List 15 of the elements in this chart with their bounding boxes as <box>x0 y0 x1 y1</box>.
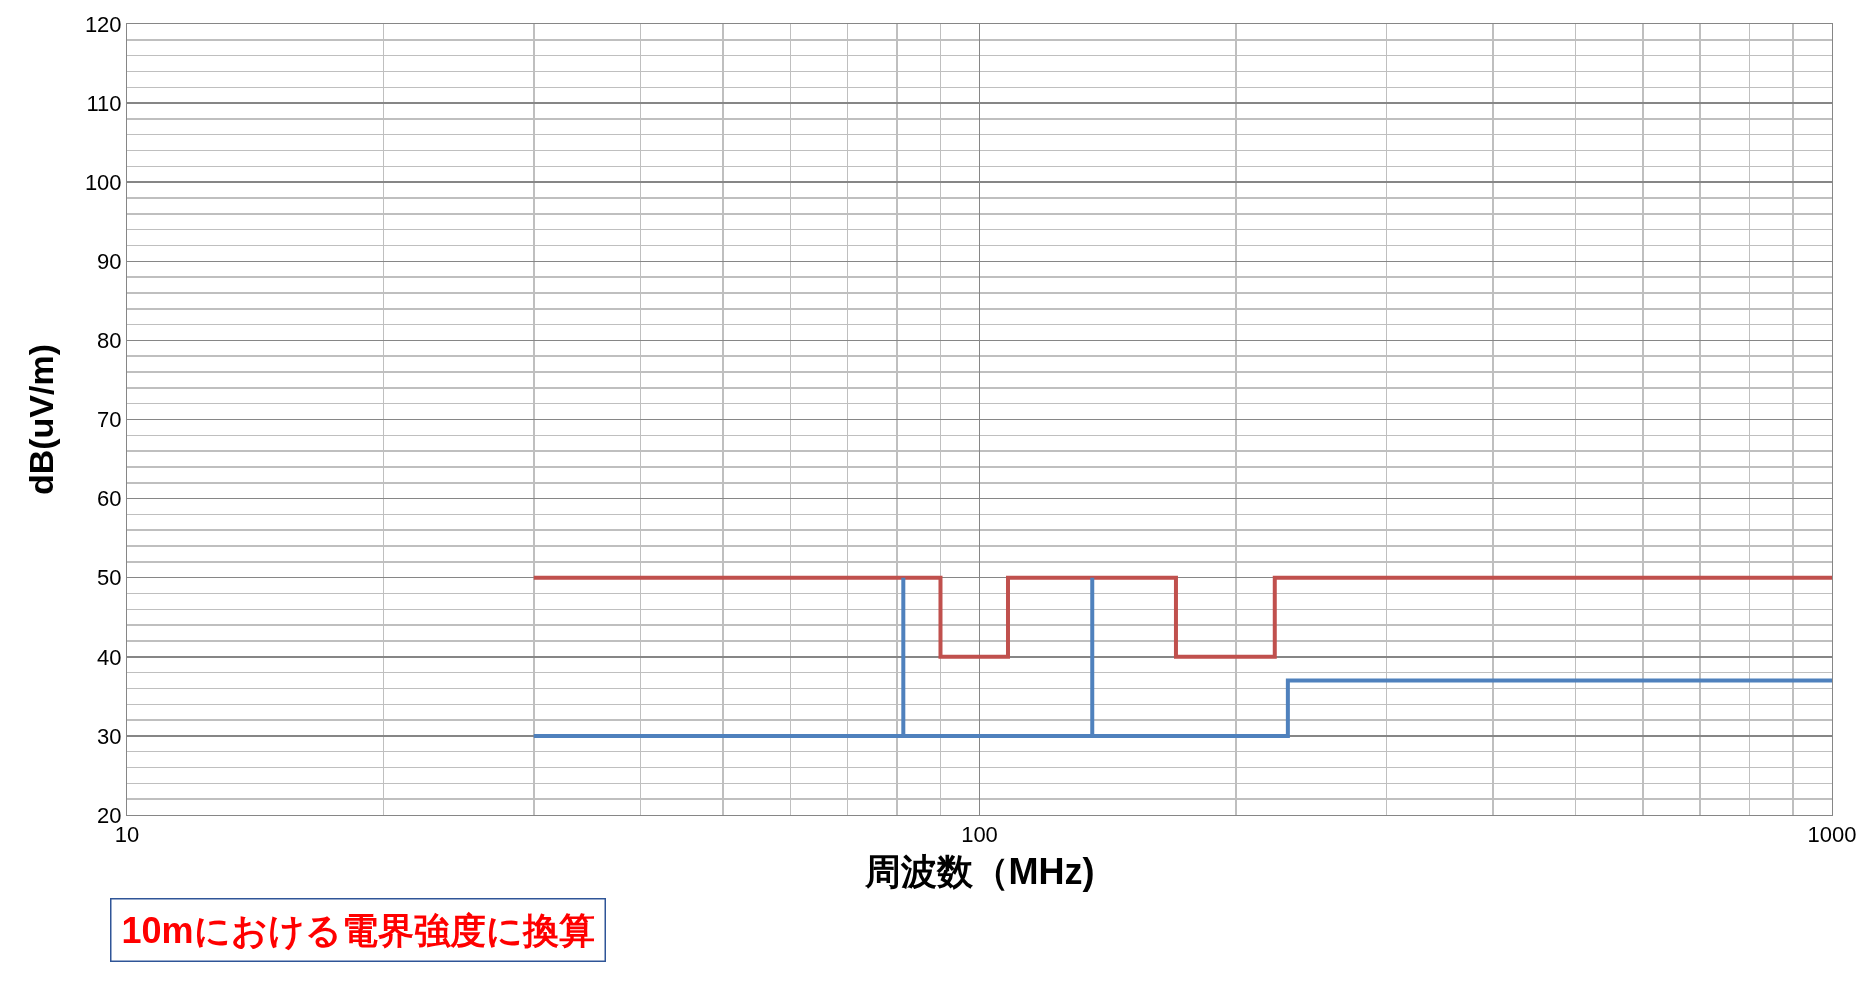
x-axis-title: 周波数（MHz) <box>863 851 1095 893</box>
y-tick-label: 110 <box>86 90 122 116</box>
x-tick-label: 100 <box>961 822 998 848</box>
y-tick-label: 100 <box>84 169 122 195</box>
y-tick-label: 80 <box>97 328 122 354</box>
y-tick-label: 90 <box>97 249 122 274</box>
y-tick-label: 30 <box>97 723 122 749</box>
y-tick-label: 40 <box>97 644 122 670</box>
y-axis-title: dB(uV/m) <box>22 343 61 496</box>
y-tick-label: 70 <box>97 407 122 433</box>
x-tick-label: 1000 <box>1807 822 1857 848</box>
text: 10mにおける電界強度に換算 <box>121 909 595 951</box>
y-tick-label: 60 <box>97 486 122 512</box>
y-tick-label: 120 <box>84 11 122 37</box>
y-tick-label: 50 <box>97 565 122 591</box>
